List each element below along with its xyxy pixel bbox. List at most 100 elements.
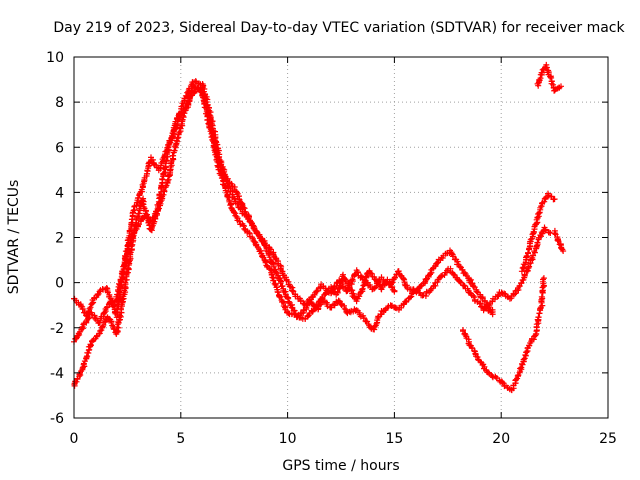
series-track-G <box>551 227 567 255</box>
data-point <box>236 218 243 225</box>
data-point <box>267 266 274 273</box>
data-point <box>205 120 212 127</box>
data-point <box>373 283 380 290</box>
data-point <box>231 209 238 216</box>
data-point <box>130 207 137 214</box>
axis-ticks: 0 5 10 15 20 25 -6 -4 -2 0 2 4 6 8 10 <box>46 50 617 447</box>
data-point <box>538 293 545 300</box>
data-point <box>180 112 187 119</box>
data-point <box>234 200 241 207</box>
data-point <box>395 268 402 275</box>
data-point <box>359 285 366 292</box>
data-point <box>489 311 496 318</box>
data-point <box>535 314 542 321</box>
data-point <box>161 187 168 194</box>
data-point <box>136 205 143 212</box>
data-point <box>119 296 126 303</box>
data-point <box>340 271 346 278</box>
data-point <box>236 196 243 203</box>
data-point <box>518 364 525 371</box>
y-tick-label: -2 <box>50 321 64 337</box>
data-point <box>519 265 526 271</box>
data-point <box>539 66 546 73</box>
data-point <box>539 302 546 309</box>
data-point <box>174 135 181 142</box>
data-point <box>266 245 273 252</box>
data-point <box>485 369 491 376</box>
data-point <box>116 282 123 289</box>
data-point <box>517 365 524 372</box>
data-point <box>456 263 463 270</box>
data-point <box>275 289 282 296</box>
data-point <box>470 292 477 299</box>
series-track-H <box>534 61 565 94</box>
data-point <box>310 307 317 314</box>
data-point <box>124 264 131 271</box>
data-point <box>270 277 277 284</box>
data-point <box>457 278 464 285</box>
data-point <box>520 356 527 363</box>
data-point <box>335 297 342 304</box>
data-point <box>144 214 151 221</box>
data-point <box>548 74 555 81</box>
series-track-F <box>518 190 558 275</box>
data-point <box>271 280 278 287</box>
data-point <box>450 253 457 260</box>
data-point <box>521 271 528 278</box>
data-point <box>407 294 414 301</box>
data-point <box>269 274 276 281</box>
series-track-D <box>460 275 547 394</box>
plot-area <box>71 61 567 394</box>
data-point <box>259 253 266 260</box>
x-tick-label: 5 <box>176 431 185 447</box>
data-point <box>285 310 292 317</box>
data-point <box>126 250 133 257</box>
data-point <box>334 288 341 295</box>
y-tick-label: 6 <box>55 140 64 156</box>
data-point <box>262 259 269 266</box>
data-point <box>499 379 506 386</box>
data-point <box>389 279 396 286</box>
y-tick-label: -4 <box>50 366 64 382</box>
data-point <box>450 270 457 277</box>
data-point <box>349 276 356 283</box>
data-point <box>558 83 565 90</box>
data-point <box>159 176 166 182</box>
x-tick-label: 20 <box>492 431 510 447</box>
data-point <box>149 156 156 163</box>
data-point <box>78 302 85 309</box>
data-point <box>164 144 171 151</box>
data-point <box>89 337 96 344</box>
series-track-C <box>71 82 496 389</box>
data-point <box>540 275 547 282</box>
data-point <box>100 322 107 329</box>
data-point <box>434 260 440 267</box>
x-tick-label: 0 <box>70 431 79 447</box>
data-point <box>391 288 398 295</box>
data-point <box>103 304 110 311</box>
data-point <box>534 214 541 221</box>
data-point <box>156 205 162 212</box>
data-point <box>198 89 205 96</box>
data-point <box>518 280 525 287</box>
data-point <box>79 306 86 313</box>
data-point <box>185 94 192 101</box>
data-point <box>170 152 177 159</box>
x-tick-label: 25 <box>599 431 617 447</box>
data-point <box>551 196 558 203</box>
y-tick-label: 10 <box>46 50 64 66</box>
data-point <box>525 249 531 256</box>
y-tick-label: 8 <box>55 95 64 111</box>
series-track-E <box>480 224 554 314</box>
chart-title: Day 219 of 2023, Sidereal Day-to-day VTE… <box>53 20 625 36</box>
data-point <box>163 157 170 164</box>
data-point <box>224 193 231 200</box>
data-point <box>539 69 545 76</box>
data-point <box>277 294 284 301</box>
data-point <box>341 302 347 309</box>
data-point <box>85 315 92 322</box>
data-point <box>181 110 188 117</box>
x-tick-label: 15 <box>385 431 403 447</box>
data-point <box>97 328 104 334</box>
data-point <box>534 239 541 246</box>
